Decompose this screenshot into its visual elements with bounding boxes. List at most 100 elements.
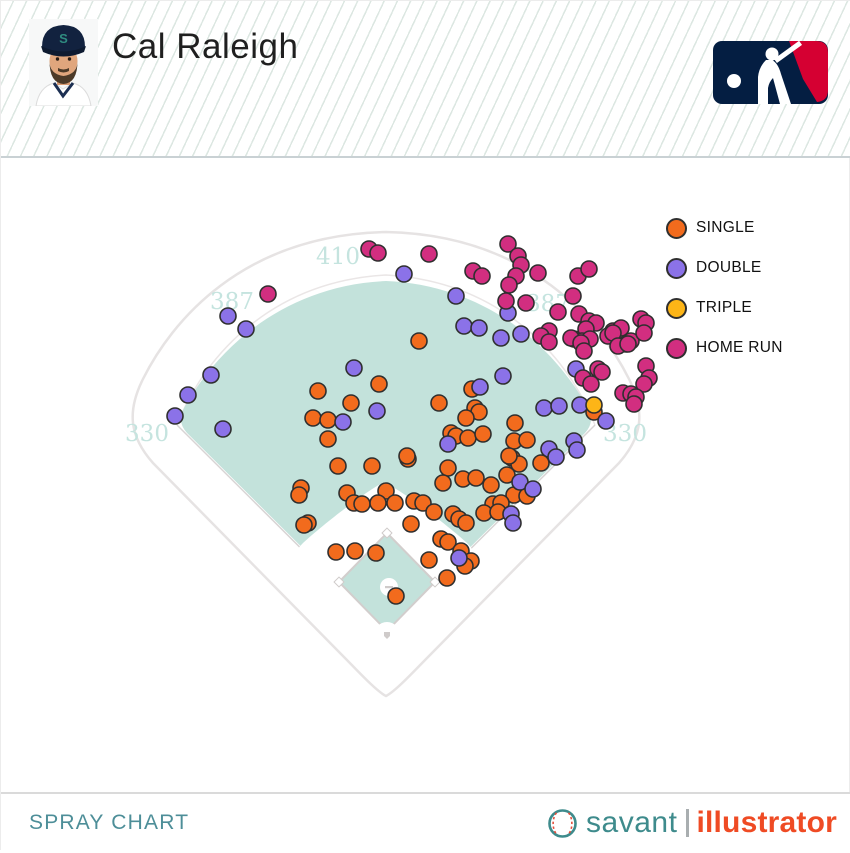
hit-dot-single xyxy=(459,429,477,447)
mlb-logo-batter xyxy=(758,41,803,104)
hit-dot-home-run xyxy=(582,375,600,393)
legend-item: DOUBLE xyxy=(666,248,783,288)
hit-dot-double xyxy=(368,402,386,420)
home-plate xyxy=(384,632,390,639)
hit-dot-double xyxy=(345,359,363,377)
hit-dot-double xyxy=(219,307,237,325)
distance-label: 410 xyxy=(316,244,360,270)
hit-dot-single xyxy=(434,474,452,492)
legend-item: TRIPLE xyxy=(666,288,783,328)
hit-dot-single xyxy=(342,394,360,412)
hit-dot-single xyxy=(290,486,308,504)
hit-dot-single xyxy=(367,544,385,562)
hit-dot-double xyxy=(494,367,512,385)
hit-dot-single xyxy=(398,447,416,465)
hit-dot-single xyxy=(386,494,404,512)
hit-dot-home-run xyxy=(369,244,387,262)
legend-item: SINGLE xyxy=(666,208,783,248)
third-base xyxy=(333,576,345,588)
hit-dot-home-run xyxy=(625,395,643,413)
legend-label: SINGLE xyxy=(696,219,755,236)
legend-label: HOME RUN xyxy=(696,339,783,356)
hit-dot-double xyxy=(237,320,255,338)
cap-logo-s: S xyxy=(59,31,68,46)
hit-dot-home-run xyxy=(549,303,567,321)
footer: SPRAY CHART savant illustrator xyxy=(1,792,850,853)
hit-dot-single xyxy=(430,394,448,412)
hit-dot-double xyxy=(597,412,615,430)
hit-dot-double xyxy=(470,319,488,337)
hit-dot-single xyxy=(439,533,457,551)
fair-territory-grass xyxy=(181,281,591,631)
hit-dot-home-run xyxy=(635,375,653,393)
jersey-collar xyxy=(52,82,75,99)
legend: SINGLE DOUBLE TRIPLE HOME RUN xyxy=(666,208,783,368)
hit-dot-home-run xyxy=(564,287,582,305)
hit-dot-single xyxy=(319,430,337,448)
cap xyxy=(42,25,85,52)
hit-dot-home-run xyxy=(529,264,547,282)
hit-dot-single xyxy=(369,494,387,512)
hit-dot-single xyxy=(467,469,485,487)
player-headshot: S xyxy=(29,19,98,106)
legend-dot-icon xyxy=(666,257,687,279)
outfield-fence xyxy=(176,274,596,426)
hit-dot-single xyxy=(304,409,322,427)
hit-dot-double xyxy=(550,397,568,415)
beard xyxy=(49,61,78,84)
hit-dot-home-run xyxy=(473,267,491,285)
hit-dot-home-run xyxy=(593,363,611,381)
hit-dot-single xyxy=(457,514,475,532)
hit-dot-home-run xyxy=(619,335,637,353)
hit-dot-double xyxy=(492,329,510,347)
legend-label: TRIPLE xyxy=(696,299,753,316)
hit-dot-single xyxy=(506,414,524,432)
brand-separator xyxy=(686,809,690,837)
hit-dot-single xyxy=(438,569,456,587)
hit-dot-single xyxy=(387,587,405,605)
legend-dot-icon xyxy=(666,217,687,239)
hit-dot-single xyxy=(500,447,518,465)
hit-dot-single xyxy=(474,425,492,443)
hit-dot-single xyxy=(439,459,457,477)
hit-dot-triple xyxy=(585,396,603,414)
hit-dot-double xyxy=(179,386,197,404)
brand-illustrator: illustrator xyxy=(696,806,837,839)
hit-dot-single xyxy=(346,542,364,560)
mlb-logo-icon xyxy=(713,41,828,104)
hit-dot-double xyxy=(568,441,586,459)
hit-dot-double xyxy=(524,480,542,498)
hit-dot-single xyxy=(309,382,327,400)
hit-dot-single xyxy=(319,411,337,429)
cap-brim xyxy=(41,46,86,57)
spray-chart: 410 387 330 387 330 xyxy=(1,158,850,790)
hit-dot-single xyxy=(295,516,313,534)
legend-dot-icon xyxy=(666,337,687,359)
hit-dot-home-run xyxy=(500,276,518,294)
hit-dot-single xyxy=(363,457,381,475)
legend-label: DOUBLE xyxy=(696,259,762,276)
hit-dot-single xyxy=(329,457,347,475)
hit-dot-home-run xyxy=(635,324,653,342)
mlb-logo-ball xyxy=(727,74,741,88)
hit-dot-double xyxy=(504,514,522,532)
baseball-icon xyxy=(548,808,577,838)
hit-dot-double xyxy=(535,399,553,417)
hit-dot-home-run xyxy=(540,333,558,351)
hit-dot-single xyxy=(410,332,428,350)
first-base xyxy=(429,576,441,588)
header-banner: S Cal Raleigh xyxy=(1,1,850,158)
hit-dot-single xyxy=(457,409,475,427)
page-title: Cal Raleigh xyxy=(112,27,299,66)
hit-dot-home-run xyxy=(499,235,517,253)
brand-savant: savant xyxy=(586,806,678,839)
hit-dot-single xyxy=(370,375,388,393)
hit-dot-double xyxy=(439,435,457,453)
hit-dot-single xyxy=(420,551,438,569)
hit-dot-single xyxy=(377,482,395,500)
hit-dot-double xyxy=(471,378,489,396)
hit-dot-home-run xyxy=(259,285,277,303)
hit-dot-double xyxy=(202,366,220,384)
savant-illustrator-brand: savant illustrator xyxy=(547,804,837,842)
